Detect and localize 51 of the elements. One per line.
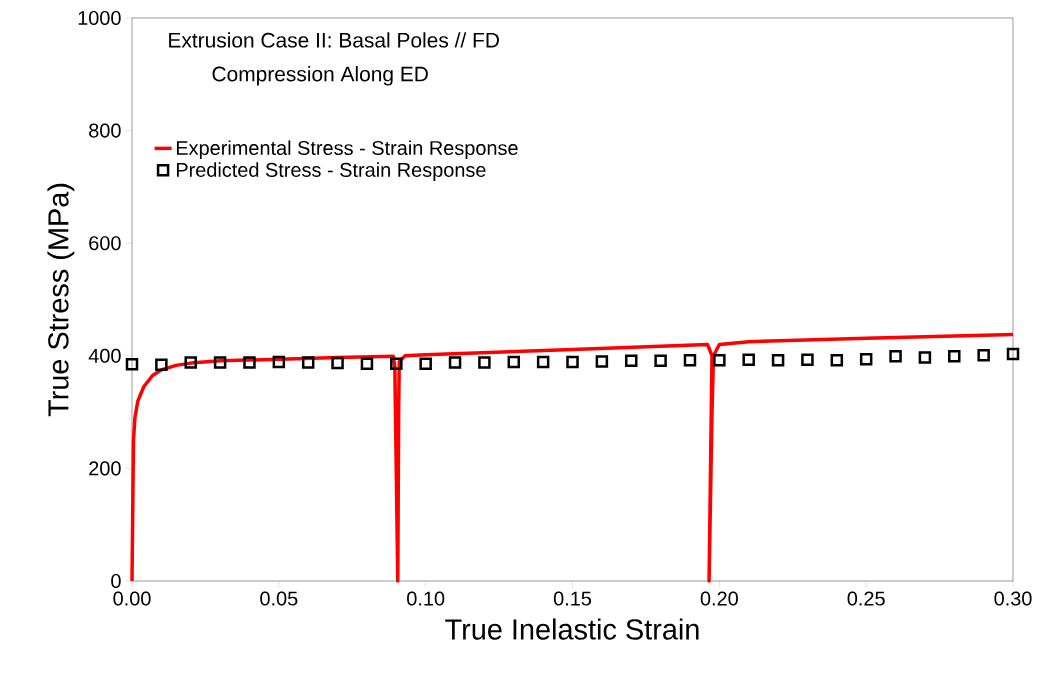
point — [801, 353, 814, 366]
point — [624, 354, 638, 368]
point — [125, 357, 139, 371]
y-axis-title: True Stress (MPa) — [47, 183, 75, 417]
point — [155, 358, 168, 372]
x-tick-label: 0.05 — [260, 591, 298, 606]
point — [360, 357, 374, 370]
point — [507, 355, 521, 369]
point — [536, 355, 550, 369]
point — [948, 350, 961, 363]
point — [918, 351, 932, 364]
point — [742, 353, 755, 366]
x-axis-title: True Inelastic Strain — [445, 618, 699, 640]
point — [683, 354, 697, 367]
line-series — [130, 332, 1015, 583]
x-tick-label: 0.25 — [847, 591, 885, 606]
y-tick-label: 0 — [111, 573, 121, 589]
x-tick-label: 0.10 — [407, 591, 445, 606]
point — [213, 356, 227, 369]
annotation: Compression Along ED — [212, 66, 428, 86]
point — [977, 348, 990, 362]
point — [478, 356, 491, 369]
y-tick-label: 400 — [88, 348, 121, 363]
legend-label: Experimental Stress - Strain Response — [176, 140, 518, 159]
point — [331, 356, 344, 370]
x-tick-label: 0.00 — [113, 591, 151, 606]
point — [595, 355, 609, 368]
point — [654, 354, 667, 368]
y-tick-label: 800 — [89, 123, 121, 138]
x-tick-label: 0.15 — [553, 591, 592, 606]
x-tick-label: 0.30 — [994, 591, 1032, 606]
point — [771, 354, 785, 367]
point — [1006, 347, 1020, 361]
y-tick-label: 200 — [89, 461, 121, 476]
y-tick-label: 1000 — [78, 10, 121, 26]
y-tick-label: 600 — [89, 236, 121, 251]
point — [419, 357, 432, 370]
point — [448, 356, 462, 369]
point — [830, 354, 844, 367]
annotation: Extrusion Case II: Basal Poles // FD — [169, 32, 499, 48]
point — [272, 355, 286, 369]
point — [889, 350, 902, 363]
point — [713, 354, 726, 367]
point — [859, 352, 873, 366]
point — [390, 357, 403, 370]
point — [184, 356, 197, 369]
legend-label: Predicted Stress - Strain Response — [176, 162, 486, 181]
x-tick-label: 0.20 — [700, 591, 738, 606]
point — [243, 356, 256, 369]
point — [301, 356, 315, 369]
point — [566, 355, 579, 369]
